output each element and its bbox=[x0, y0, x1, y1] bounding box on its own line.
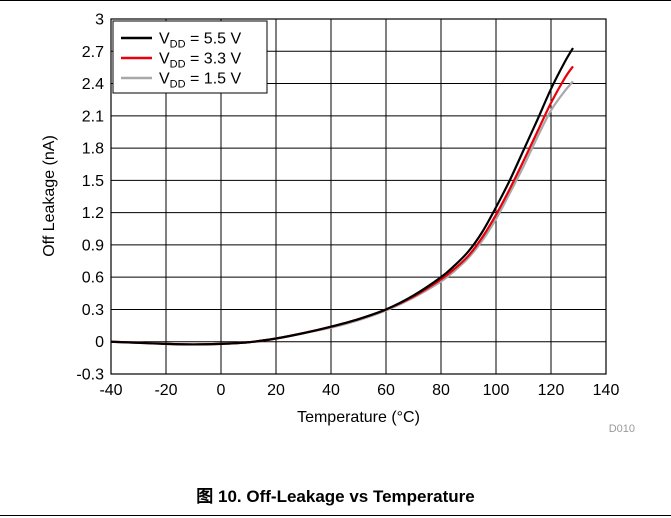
chart: -40 -20 0 20 40 60 80 100 120 140 -0.3 0 0.3 0.6 0.9 1.… bbox=[41, 12, 635, 436]
bottom-rule bbox=[0, 515, 671, 516]
y-tick-label: 2.1 bbox=[82, 108, 104, 125]
x-tick-label: 60 bbox=[377, 382, 395, 399]
legend-label: VDD = 3.3 V bbox=[159, 51, 241, 71]
y-tick-label: -0.3 bbox=[76, 367, 104, 384]
x-tick-label: 40 bbox=[322, 382, 340, 399]
y-tick-label: 0.9 bbox=[82, 237, 104, 254]
grid bbox=[111, 19, 606, 374]
top-rule bbox=[0, 0, 671, 1]
y-tick-label: 0.6 bbox=[82, 270, 104, 287]
y-tick-label: 1.2 bbox=[82, 205, 104, 222]
x-tick-label: 100 bbox=[483, 382, 510, 399]
x-tick-label: -40 bbox=[99, 382, 122, 399]
y-tick-label: 3 bbox=[95, 12, 104, 29]
y-tick-label: 1.5 bbox=[82, 173, 104, 190]
x-tick-label: 20 bbox=[267, 382, 285, 399]
x-tick-label: 120 bbox=[538, 382, 565, 399]
x-tick-label: 0 bbox=[217, 382, 226, 399]
legend-label: VDD = 1.5 V bbox=[159, 71, 241, 91]
y-tick-label: 1.8 bbox=[82, 141, 104, 158]
figure-code: D010 bbox=[609, 423, 635, 435]
y-tick-label: 2.4 bbox=[82, 76, 104, 93]
series-line bbox=[110, 47, 574, 346]
x-axis-label: Temperature (°C) bbox=[297, 409, 420, 426]
legend-label: VDD = 5.5 V bbox=[159, 31, 241, 51]
x-tick-label: 140 bbox=[593, 382, 620, 399]
tick-labels: -40 -20 0 20 40 60 80 100 120 140 -0.3 0 0.3 0.6 0.9 1.… bbox=[76, 12, 619, 400]
y-axis-label: Off Leakage (nA) bbox=[41, 135, 58, 257]
figure-caption: 图 10. Off-Leakage vs Temperature bbox=[196, 487, 475, 506]
series-lines bbox=[110, 47, 574, 346]
x-tick-label: -20 bbox=[154, 382, 177, 399]
y-tick-label: 0 bbox=[95, 334, 104, 351]
y-tick-label: 2.7 bbox=[82, 44, 104, 61]
y-tick-label: 0.3 bbox=[82, 302, 104, 319]
plot-frame bbox=[110, 18, 607, 375]
x-tick-label: 80 bbox=[432, 382, 450, 399]
